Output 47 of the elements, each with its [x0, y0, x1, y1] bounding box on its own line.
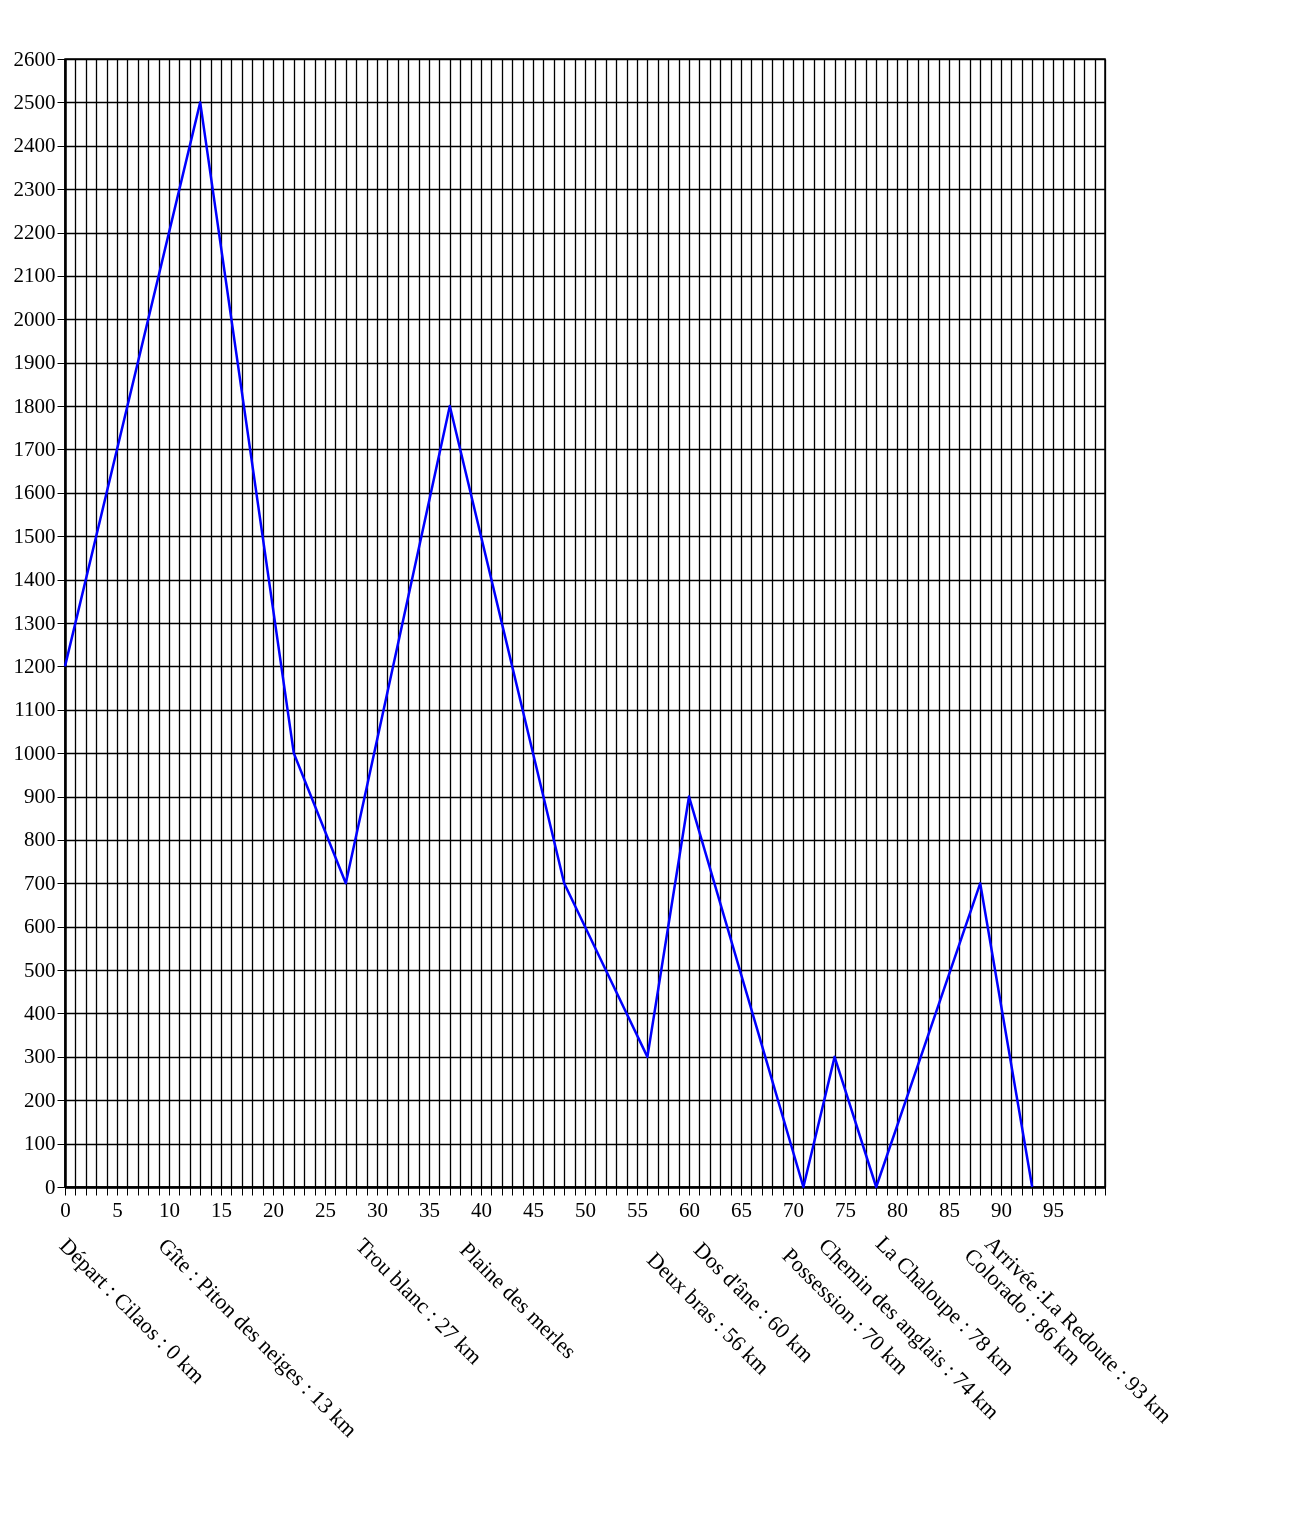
x-tick-label: 40	[471, 1197, 492, 1222]
y-tick-label: 400	[24, 1000, 56, 1025]
y-tick-label: 600	[24, 914, 56, 939]
x-tick-label: 60	[679, 1197, 700, 1222]
y-tick-label: 2500	[13, 89, 56, 114]
x-tick-label: 45	[523, 1197, 544, 1222]
y-tick-label: 1600	[13, 480, 56, 505]
y-tick-label: 2400	[13, 133, 56, 158]
y-tick-label: 200	[24, 1087, 56, 1112]
y-tick-label: 300	[24, 1044, 56, 1069]
y-tick-label: 1200	[13, 653, 56, 678]
x-tick-label: 10	[159, 1197, 180, 1222]
y-tick-label: 900	[24, 784, 56, 809]
x-tick-label: 30	[367, 1197, 388, 1222]
x-tick-label: 80	[887, 1197, 908, 1222]
x-tick-label: 55	[627, 1197, 648, 1222]
y-tick-label: 2600	[13, 46, 56, 71]
x-tick-label: 65	[731, 1197, 752, 1222]
x-tick-label: 90	[991, 1197, 1012, 1222]
line-series	[63, 101, 1034, 1189]
x-tick-label: 15	[211, 1197, 232, 1222]
y-tick-label: 1300	[13, 610, 56, 635]
x-tick-label: 75	[835, 1197, 856, 1222]
y-tick-label: 2100	[13, 263, 56, 288]
y-tick-label: 100	[24, 1131, 56, 1156]
y-tick-label: 1000	[13, 740, 56, 765]
y-tick-label: 1400	[13, 567, 56, 592]
y-tick-label: 1100	[14, 697, 56, 722]
x-tick-label: 95	[1043, 1197, 1064, 1222]
y-tick-label: 1700	[13, 436, 56, 461]
x-tick-label: 20	[263, 1197, 284, 1222]
x-tick-label: 25	[315, 1197, 336, 1222]
y-tick-label: 1800	[13, 393, 56, 418]
y-tick-label: 0	[45, 1174, 56, 1199]
x-tick-label: 5	[112, 1197, 123, 1222]
y-tick-label: 2200	[13, 220, 56, 245]
y-tick-label: 1500	[13, 523, 56, 548]
x-tick-label: 70	[783, 1197, 804, 1222]
x-tick-label: 50	[575, 1197, 596, 1222]
y-tick-label: 800	[24, 827, 56, 852]
y-tick-label: 700	[24, 870, 56, 895]
y-tick-label: 2300	[13, 176, 56, 201]
x-tick-label: 35	[419, 1197, 440, 1222]
x-tick-label: 85	[939, 1197, 960, 1222]
y-tick-label: 500	[24, 957, 56, 982]
y-tick-label: 1900	[13, 350, 56, 375]
y-tick-label: 2000	[13, 306, 56, 331]
